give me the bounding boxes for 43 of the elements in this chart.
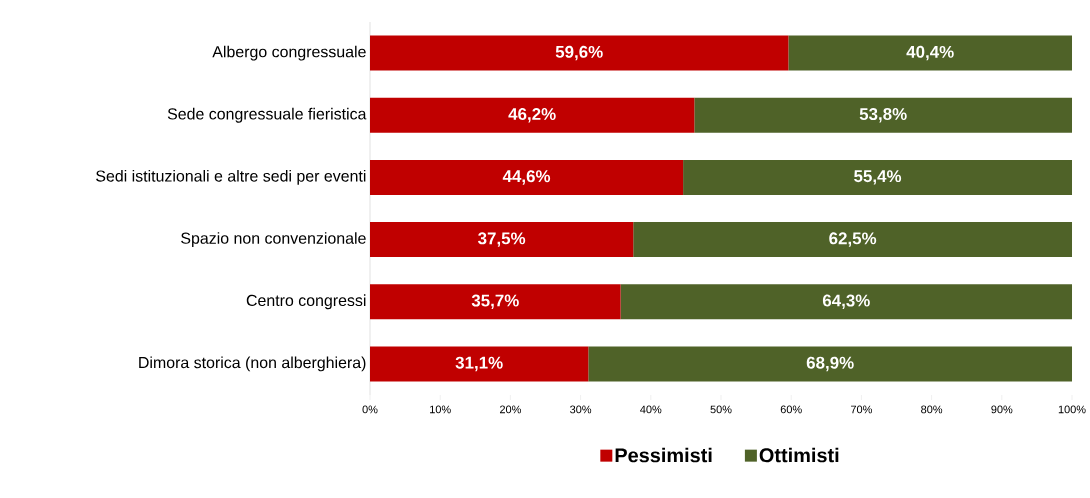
data-label: 44,6% xyxy=(502,170,551,185)
x-tick-label: 70% xyxy=(851,405,872,414)
bar xyxy=(683,159,1073,195)
x-tick-label: 0% xyxy=(362,405,378,414)
bar xyxy=(370,284,621,320)
y-tick-label: Sede congressuale fieristica xyxy=(167,107,367,123)
bar xyxy=(694,97,1073,133)
bar xyxy=(370,346,589,382)
bar xyxy=(370,35,789,71)
legend-label: Ottimisti xyxy=(759,447,839,463)
x-tick-label: 10% xyxy=(430,405,451,414)
y-tick-label: Centro congressi xyxy=(246,294,366,310)
data-label: 55,4% xyxy=(854,170,902,185)
bar xyxy=(370,97,695,133)
bar xyxy=(588,346,1073,382)
legend-label: Pessimisti xyxy=(615,447,712,463)
y-tick-label: Albergo congressuale xyxy=(212,45,366,61)
bar xyxy=(633,222,1073,258)
data-label: 40,4% xyxy=(906,45,954,61)
data-label: 46,2% xyxy=(508,108,556,123)
x-tick-label: 60% xyxy=(780,405,802,414)
x-tick-label: 50% xyxy=(710,405,732,414)
data-label: 62,5% xyxy=(829,232,877,247)
x-tick-label: 90% xyxy=(991,405,1013,414)
data-label: 64,3% xyxy=(822,294,870,309)
x-tick-label: 100% xyxy=(1058,405,1086,414)
data-label: 31,1% xyxy=(455,356,503,372)
y-tick-label: Spazio non convenzionale xyxy=(181,232,366,248)
bar xyxy=(788,35,1073,71)
data-label: 53,8% xyxy=(859,108,907,123)
bar xyxy=(370,159,684,195)
bar xyxy=(620,284,1073,320)
data-label: 35,7% xyxy=(471,294,519,309)
data-label: 68,9% xyxy=(806,356,854,372)
x-tick-label: 80% xyxy=(921,405,943,414)
data-label: 37,5% xyxy=(478,232,526,247)
y-tick-label: Sedi istituzionali e altre sedi per eventi xyxy=(96,170,366,185)
x-tick-label: 40% xyxy=(640,405,662,414)
y-tick-label: Dimora storica (non alberghiera) xyxy=(139,356,366,372)
x-tick-label: 20% xyxy=(499,405,521,414)
x-tick-label: 30% xyxy=(570,405,592,414)
bar xyxy=(370,222,634,258)
data-label: 59,6% xyxy=(555,45,603,61)
